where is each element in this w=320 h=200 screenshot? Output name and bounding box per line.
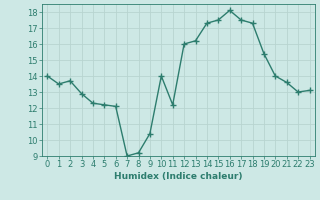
- X-axis label: Humidex (Indice chaleur): Humidex (Indice chaleur): [114, 172, 243, 181]
